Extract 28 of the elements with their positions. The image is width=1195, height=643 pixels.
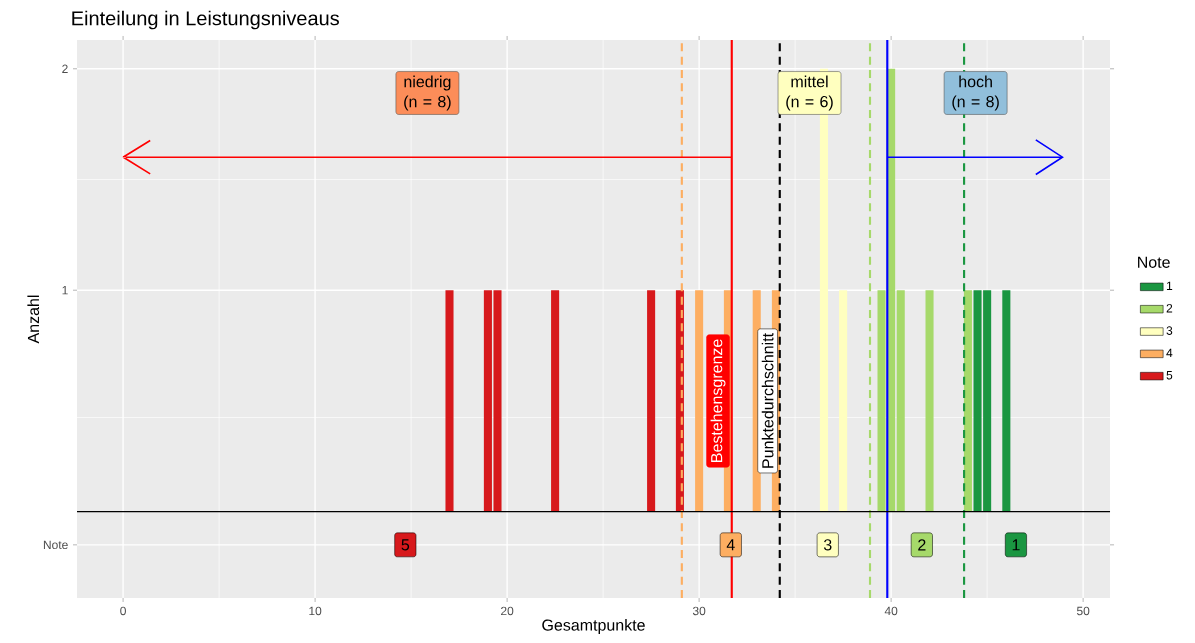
legend-label: 5 [1166,371,1173,380]
y-tick-label: 2 [62,64,68,73]
ref-line-label: Punktedurchschnitt [761,333,774,468]
y-axis-title: Anzahl [27,295,40,344]
y-tick-label: Note [43,540,68,550]
annotation: 5 [401,539,410,551]
annotation: hoch (n = 8) [952,75,999,111]
annotation: 1 [1012,539,1020,551]
chart-title: Einteilung in Leistungsniveaus [72,10,339,30]
annotation: 3 [823,539,832,551]
legend-label: 1 [1166,281,1173,290]
annotation: niedrig (n = 8) [404,75,451,111]
ref-line-label: Bestehensgrenze [710,339,726,462]
annotation: 4 [726,539,735,551]
annotation: mittel (n = 6) [786,75,833,111]
legend-title: Note [1138,256,1170,268]
legend-label: 2 [1166,303,1173,313]
x-tick-label: 20 [501,606,514,616]
x-tick-label: 0 [120,606,126,616]
x-tick-label: 10 [309,606,322,616]
x-tick-label: 50 [1076,606,1090,616]
x-tick-label: 40 [884,606,898,616]
legend-label: 3 [1166,326,1173,335]
y-tick-label: 1 [62,286,68,295]
x-tick-label: 30 [692,606,706,616]
annotation: 2 [918,539,926,551]
legend-label: 4 [1166,348,1173,358]
x-axis-title: Gesamtpunkte [542,619,645,634]
